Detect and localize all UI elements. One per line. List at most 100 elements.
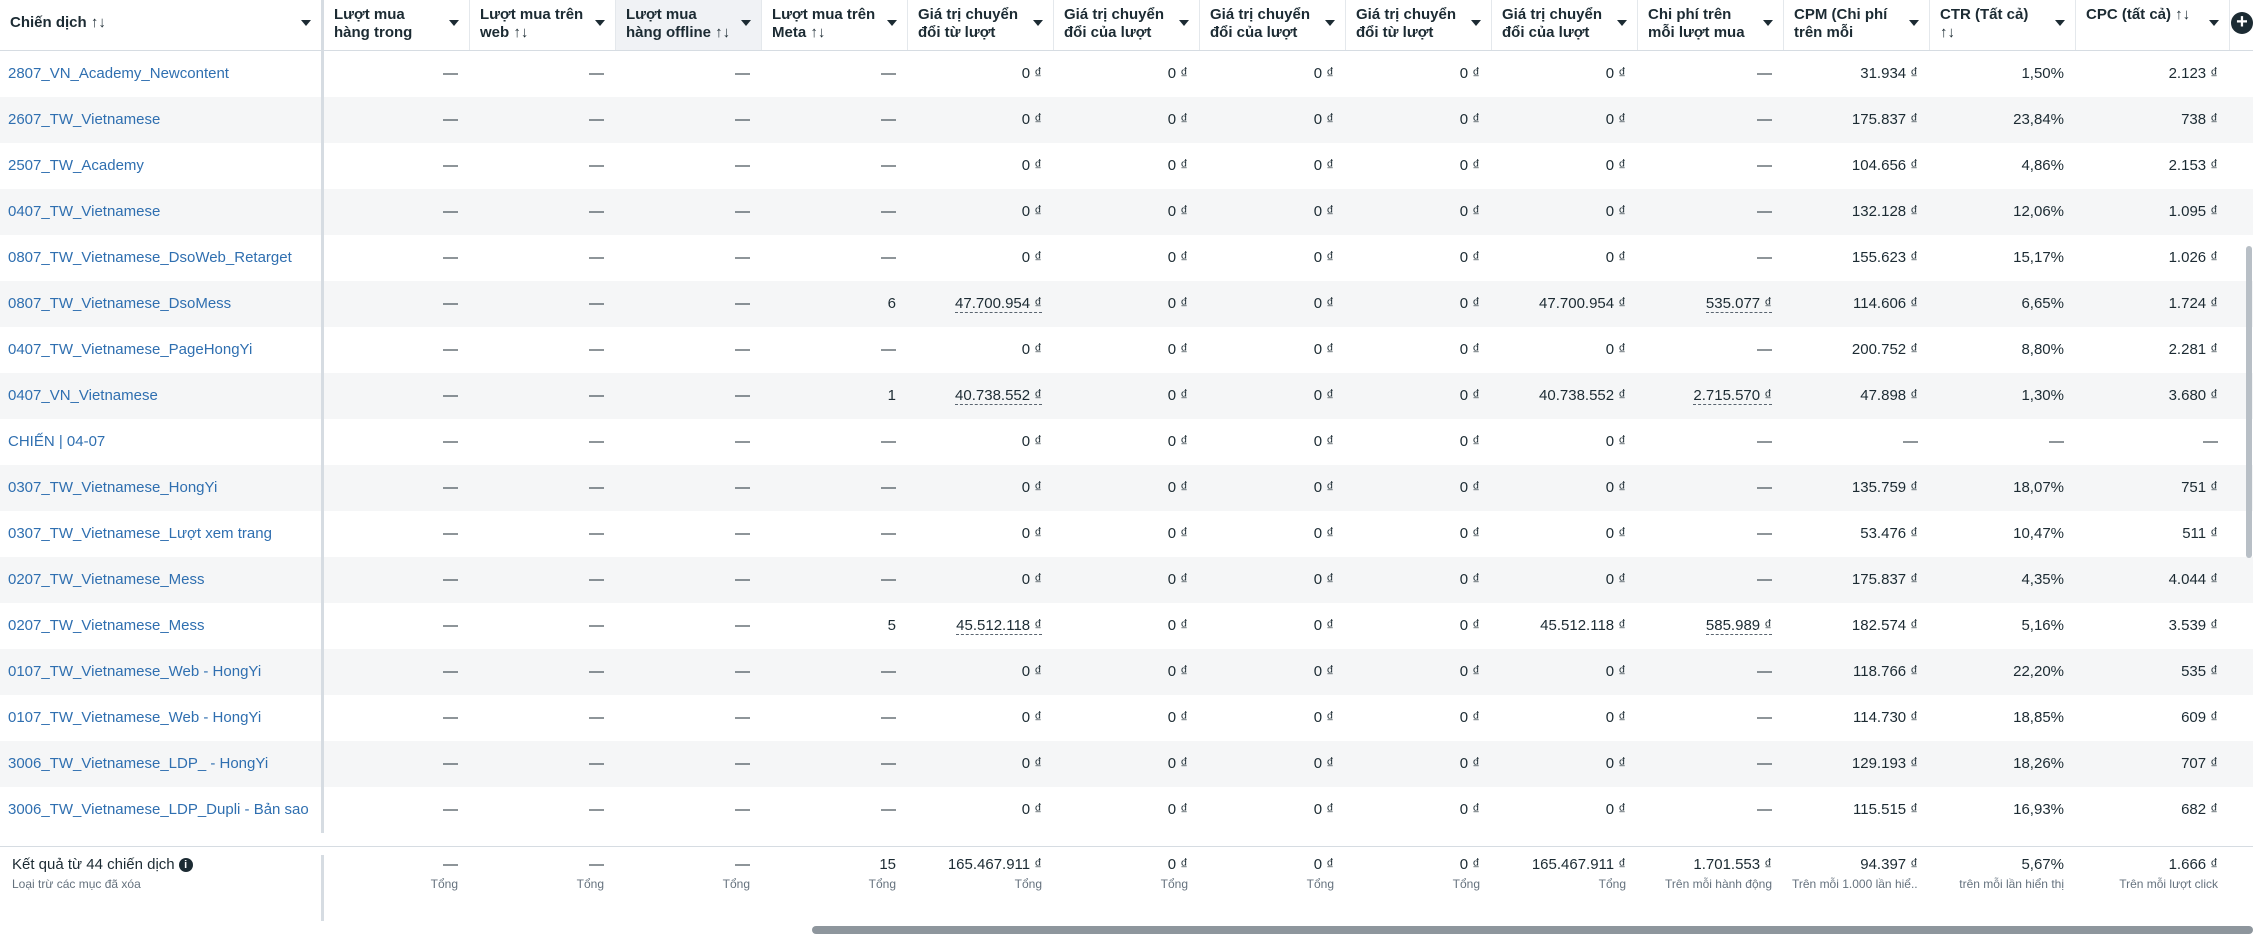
campaign-name-link[interactable]: 0307_TW_Vietnamese_Lượt xem trang — [0, 511, 324, 557]
cell-cost_per_purchase[interactable]: 2.715.570 ₫ — [1638, 373, 1784, 419]
table-row[interactable]: 0307_TW_Vietnamese_HongYi — — — — 0 ₫ 0 ₫ 0 ₫ 0 … — [0, 465, 2253, 511]
table-row[interactable]: 0407_VN_Vietnamese — — — 1 40.738.552 ₫ 0 ₫ 0 ₫… — [0, 373, 2253, 419]
table-row[interactable]: 0207_TW_Vietnamese_Mess — — — 5 45.512.118 ₫ 0… — [0, 603, 2253, 649]
caret-down-icon[interactable] — [741, 20, 751, 26]
caret-down-icon[interactable] — [1763, 20, 1773, 26]
cell-text: 104.656 ₫ — [1851, 157, 1918, 174]
cell-text: 0107_TW_Vietnamese_Web - HongYi — [8, 663, 262, 680]
cell-app_purchases: — — [324, 51, 470, 97]
table-row[interactable]: 0807_TW_Vietnamese_DsoWeb_Retarget — — — — 0 … — [0, 235, 2253, 281]
column-header-cpc[interactable]: CPC (tất cả) ↑↓ — [2076, 0, 2230, 50]
caret-down-icon[interactable] — [1033, 20, 1043, 26]
column-header-conv_value_app[interactable]: Giá trị chuyển đổi từ lượt mu... — [1346, 0, 1492, 50]
cell-text: 0 ₫ — [1605, 65, 1626, 82]
column-header-web_purchases[interactable]: Lượt mua trên web ↑↓ — [470, 0, 616, 50]
campaign-name-link[interactable]: 0207_TW_Vietnamese_Mess — [0, 603, 324, 649]
cell-cost_per_purchase[interactable]: 585.989 ₫ — [1638, 603, 1784, 649]
table-row[interactable]: 2607_TW_Vietnamese — — — — 0 ₫ 0 ₫ 0 ₫ 0 ₫ 0 ₫ — 17… — [0, 97, 2253, 143]
column-header-cpm[interactable]: CPM (Chi phí trên mỗi 1.000... — [1784, 0, 1930, 50]
caret-down-icon[interactable] — [1909, 20, 1919, 26]
campaign-name-link[interactable]: 2507_TW_Academy — [0, 143, 324, 189]
caret-down-icon[interactable] — [595, 20, 605, 26]
column-header-app_purchases[interactable]: Lượt mua hàng trong ứng dụn... — [324, 0, 470, 50]
cell-cpc: — — [2076, 419, 2230, 465]
column-header-conv_value_offline[interactable]: Giá trị chuyển đổi của lượt m... — [1200, 0, 1346, 50]
summary-value: — — [589, 856, 604, 873]
cell-web_purchases: — — [470, 189, 616, 235]
column-header-meta_purchases[interactable]: Lượt mua trên Meta ↑↓ — [762, 0, 908, 50]
table-row[interactable]: 0407_TW_Vietnamese_PageHongYi — — — — 0 ₫ 0 ₫ 0… — [0, 327, 2253, 373]
table-row[interactable]: CHIẾN | 04-07 — — — — 0 ₫ 0 ₫ 0 ₫ 0 ₫ 0 ₫ — — — — — [0, 419, 2253, 465]
cell-text: — — [443, 801, 458, 818]
campaign-name-link[interactable]: CHIẾN | 04-07 — [0, 419, 324, 465]
column-header-conv_value_purchases[interactable]: Giá trị chuyển đổi từ lượt mu... — [908, 0, 1054, 50]
caret-down-icon[interactable] — [887, 20, 897, 26]
caret-down-icon[interactable] — [1179, 20, 1189, 26]
vertical-scrollbar[interactable] — [2246, 246, 2252, 558]
table-row[interactable]: 0207_TW_Vietnamese_Mess — — — — 0 ₫ 0 ₫ 0 ₫ 0 ₫ 0… — [0, 557, 2253, 603]
horizontal-scrollbar[interactable] — [812, 926, 2253, 934]
cell-offline_purchases: — — [616, 235, 762, 281]
cell-conv_value_web: 0 ₫ — [1054, 511, 1200, 557]
campaign-name-link[interactable]: 0107_TW_Vietnamese_Web - HongYi — [0, 695, 324, 741]
campaign-name-link[interactable]: 3006_TW_Vietnamese_LDP_ - HongYi — [0, 741, 324, 787]
campaign-name-link[interactable]: 0407_VN_Vietnamese — [0, 373, 324, 419]
table-row[interactable]: 3006_TW_Vietnamese_LDP_Dupli - Bản sao — —… — [0, 787, 2253, 833]
caret-down-icon[interactable] — [1325, 20, 1335, 26]
caret-down-icon[interactable] — [2209, 20, 2219, 26]
caret-down-icon[interactable] — [1617, 20, 1627, 26]
caret-down-icon[interactable] — [301, 20, 311, 26]
campaign-name-link[interactable]: 2607_TW_Vietnamese — [0, 97, 324, 143]
campaign-name-link[interactable]: 0807_TW_Vietnamese_DsoWeb_Retarget — [0, 235, 324, 281]
table-row[interactable]: 3006_TW_Vietnamese_LDP_ - HongYi — — — — 0 ₫ 0… — [0, 741, 2253, 787]
campaign-name-link[interactable]: 0407_TW_Vietnamese_PageHongYi — [0, 327, 324, 373]
table-row[interactable]: 0107_TW_Vietnamese_Web - HongYi — — — — 0 ₫ 0 … — [0, 695, 2253, 741]
cell-cost_per_purchase[interactable]: 535.077 ₫ — [1638, 281, 1784, 327]
cell-text: 0 ₫ — [1313, 709, 1334, 726]
campaign-name-link[interactable]: 0807_TW_Vietnamese_DsoMess — [0, 281, 324, 327]
column-header-ctr[interactable]: CTR (Tất cả) ↑↓ — [1930, 0, 2076, 50]
campaign-name-link[interactable]: 3006_TW_Vietnamese_LDP_Dupli - Bản sao — [0, 787, 324, 833]
cell-conv_value_web: 0 ₫ — [1054, 97, 1200, 143]
caret-down-icon[interactable] — [1471, 20, 1481, 26]
column-header-cost_per_purchase[interactable]: Chi phí trên mỗi lượt mua ↑↓ — [1638, 0, 1784, 50]
table-row[interactable]: 2807_VN_Academy_Newcontent — — — — 0 ₫ 0 ₫ 0 ₫ 0… — [0, 51, 2253, 97]
column-header-conv_value_web[interactable]: Giá trị chuyển đổi của lượt m... — [1054, 0, 1200, 50]
cell-conv_value_web: 0 ₫ — [1054, 649, 1200, 695]
column-header-campaign[interactable]: Chiến dịch ↑↓ — [0, 0, 324, 50]
cell-web_purchases: — — [470, 97, 616, 143]
add-column-plus-icon[interactable]: + — [2231, 12, 2253, 34]
column-header-conv_value_meta[interactable]: Giá trị chuyển đổi của lượt m... — [1492, 0, 1638, 50]
cell-conv_value_purchases[interactable]: 45.512.118 ₫ — [908, 603, 1054, 649]
campaign-name-link[interactable]: 0307_TW_Vietnamese_HongYi — [0, 465, 324, 511]
cell-conv_value_web: 0 ₫ — [1054, 327, 1200, 373]
cell-conv_value_meta: 45.512.118 ₫ — [1492, 603, 1638, 649]
table-row[interactable]: 0307_TW_Vietnamese_Lượt xem trang — — — — 0 ₫… — [0, 511, 2253, 557]
campaign-name-link[interactable]: 0407_TW_Vietnamese — [0, 189, 324, 235]
cell-text: 0 ₫ — [1459, 709, 1480, 726]
table-row[interactable]: 0407_TW_Vietnamese — — — — 0 ₫ 0 ₫ 0 ₫ 0 ₫ 0 ₫ — 13… — [0, 189, 2253, 235]
summary-title-text: Kết quả từ 44 chiến dịch — [12, 856, 175, 873]
campaign-name-link[interactable]: 0207_TW_Vietnamese_Mess — [0, 557, 324, 603]
caret-down-icon[interactable] — [449, 20, 459, 26]
campaign-name-link[interactable]: 2807_VN_Academy_Newcontent — [0, 51, 324, 97]
table-row[interactable]: 0107_TW_Vietnamese_Web - HongYi — — — — 0 ₫ 0 … — [0, 649, 2253, 695]
campaign-name-link[interactable]: 0107_TW_Vietnamese_Web - HongYi — [0, 649, 324, 695]
cell-text: — — [589, 663, 604, 680]
table-row[interactable]: 0807_TW_Vietnamese_DsoMess — — — 6 47.700.954… — [0, 281, 2253, 327]
info-icon[interactable]: i — [178, 858, 193, 872]
cell-text: — — [735, 65, 750, 82]
cell-conv_value_web: 0 ₫ — [1054, 419, 1200, 465]
cell-conv_value_purchases[interactable]: 47.700.954 ₫ — [908, 281, 1054, 327]
cell-conv_value_app: 0 ₫ — [1346, 465, 1492, 511]
cell-ctr: 18,85% — [1930, 695, 2076, 741]
cell-cost_per_purchase: — — [1638, 741, 1784, 787]
cell-cost_per_purchase: — — [1638, 235, 1784, 281]
cell-conv_value_web: 0 ₫ — [1054, 465, 1200, 511]
table-row[interactable]: 2507_TW_Academy — — — — 0 ₫ 0 ₫ 0 ₫ 0 ₫ 0 ₫ — 104.6… — [0, 143, 2253, 189]
caret-down-icon[interactable] — [2055, 20, 2065, 26]
cell-conv_value_purchases[interactable]: 40.738.552 ₫ — [908, 373, 1054, 419]
column-header-offline_purchases[interactable]: Lượt mua hàng offline ↑↓ — [616, 0, 762, 50]
cell-text: — — [589, 755, 604, 772]
cell-text: — — [735, 709, 750, 726]
